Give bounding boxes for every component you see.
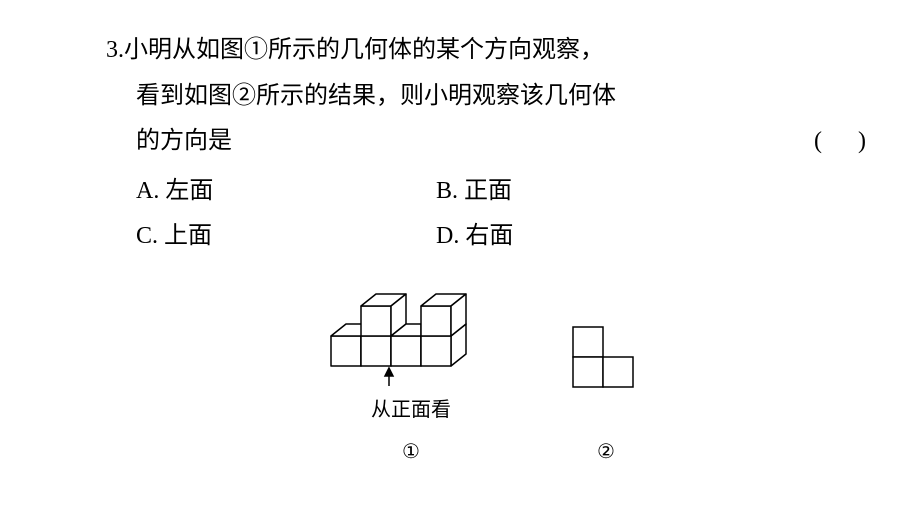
question-line-1: 3.小明从如图①所示的几何体的某个方向观察，: [106, 28, 866, 74]
figure-2: ②: [561, 315, 651, 471]
option-c: C. 上面: [106, 214, 436, 260]
figures-block: 从正面看 ① ②: [106, 276, 866, 471]
question-number: 3.: [106, 37, 124, 63]
option-d: D. 右面: [436, 214, 513, 260]
front-view-label: 从正面看: [321, 391, 501, 429]
question-block: 3.小明从如图①所示的几何体的某个方向观察， 看到如图②所示的结果，则小明观察该…: [106, 28, 866, 471]
option-row-1: A. 左面 B. 正面: [106, 169, 866, 215]
question-text-1: 小明从如图①所示的几何体的某个方向观察，: [124, 37, 604, 63]
option-row-2: C. 上面 D. 右面: [106, 214, 866, 260]
figure-1-label: ①: [321, 433, 501, 471]
figure-1: 从正面看 ①: [321, 276, 501, 471]
question-line-3: 的方向是 ( ): [106, 119, 866, 165]
answer-paren: ( ): [814, 119, 866, 165]
cube-solid-diagram: [321, 276, 501, 391]
l-shape-diagram: [561, 315, 651, 405]
question-line-2: 看到如图②所示的结果，则小明观察该几何体: [106, 74, 866, 120]
question-text-2: 看到如图②所示的结果，则小明观察该几何体: [136, 83, 616, 109]
option-b: B. 正面: [436, 169, 512, 215]
option-a: A. 左面: [106, 169, 436, 215]
question-text-3: 的方向是: [136, 119, 232, 165]
options-block: A. 左面 B. 正面 C. 上面 D. 右面: [106, 169, 866, 260]
figure-2-label: ②: [561, 433, 651, 471]
